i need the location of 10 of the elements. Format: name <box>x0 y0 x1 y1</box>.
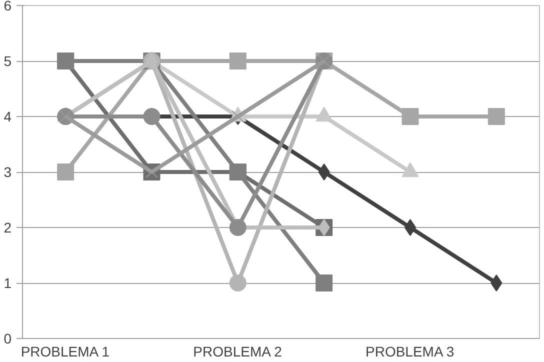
y-tick-label: 5 <box>4 53 12 69</box>
x-tick-label: PROBLEMA 2 <box>193 344 282 360</box>
y-tick-label: 1 <box>4 275 12 291</box>
x-tick-label: PROBLEMA 3 <box>366 344 454 360</box>
y-tick-label: 3 <box>4 164 12 180</box>
y-tick-label: 6 <box>4 0 12 14</box>
x-tick-label: PROBLEMA 1 <box>20 344 110 360</box>
y-tick-label: 2 <box>4 220 12 236</box>
y-tick-label: 4 <box>4 108 12 124</box>
y-tick-label: 0 <box>4 330 12 346</box>
